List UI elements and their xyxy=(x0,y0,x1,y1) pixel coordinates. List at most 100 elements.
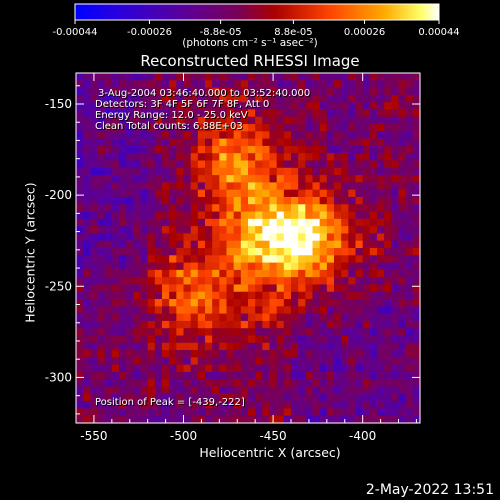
heatmap-cell xyxy=(269,204,278,213)
heatmap-cell xyxy=(291,364,299,373)
heatmap-cell xyxy=(405,408,414,417)
heatmap-cell xyxy=(341,102,349,111)
heatmap-cell xyxy=(291,408,299,417)
heatmap-cell xyxy=(405,335,414,344)
heatmap-cell xyxy=(362,160,371,169)
heatmap-cell xyxy=(162,116,170,125)
heatmap-cell xyxy=(90,255,99,264)
heatmap-cell xyxy=(183,335,192,344)
heatmap-cell xyxy=(190,342,199,351)
heatmap-cell xyxy=(226,328,235,337)
heatmap-cell xyxy=(197,342,206,351)
heatmap-cell xyxy=(283,189,292,198)
heatmap-cell xyxy=(219,80,228,89)
heatmap-cell xyxy=(169,248,177,256)
heatmap-cell xyxy=(276,211,285,220)
heatmap-cell xyxy=(226,269,235,278)
heatmap-cell xyxy=(348,153,357,162)
heatmap-cell xyxy=(104,145,113,154)
heatmap-cell xyxy=(76,284,84,293)
heatmap-cell xyxy=(197,357,206,366)
heatmap-cell xyxy=(240,189,249,198)
heatmap-cell xyxy=(226,175,235,183)
heatmap-cell xyxy=(362,291,371,300)
heatmap-cell xyxy=(219,379,228,388)
heatmap-cell xyxy=(226,335,235,344)
heatmap-cell xyxy=(119,94,127,103)
heatmap-cell xyxy=(319,291,328,300)
heatmap-cell xyxy=(305,408,314,417)
heatmap-cell xyxy=(90,306,99,315)
heatmap-cell xyxy=(147,109,156,118)
heatmap-cell xyxy=(111,357,120,366)
heatmap-cell xyxy=(291,269,299,278)
heatmap-cell xyxy=(412,328,421,337)
heatmap-cell xyxy=(341,211,349,220)
heatmap-cell xyxy=(391,109,400,118)
heatmap-cell xyxy=(162,248,170,256)
heatmap-cell xyxy=(377,102,385,111)
heatmap-cell xyxy=(319,153,328,162)
heatmap-cell xyxy=(377,138,385,147)
heatmap-cell xyxy=(240,94,249,103)
heatmap-cell xyxy=(291,94,299,103)
heatmap-cell xyxy=(119,408,127,417)
heatmap-cell xyxy=(111,335,120,344)
heatmap-cell xyxy=(126,371,134,380)
heatmap-cell xyxy=(248,386,256,395)
heatmap-cell xyxy=(276,284,285,293)
heatmap-cell xyxy=(326,240,335,249)
heatmap-cell xyxy=(405,299,414,307)
heatmap-cell xyxy=(269,87,278,96)
heatmap-cell xyxy=(111,233,120,242)
heatmap-cell xyxy=(298,153,306,162)
heatmap-cell xyxy=(269,386,278,395)
heatmap-cell xyxy=(111,342,120,351)
heatmap-cell xyxy=(262,408,271,417)
heatmap-cell xyxy=(190,124,199,132)
heatmap-cell xyxy=(104,306,113,315)
heatmap-cell xyxy=(255,248,263,256)
heatmap-cell xyxy=(369,306,378,315)
heatmap-cell xyxy=(233,218,242,227)
heatmap-cell xyxy=(355,277,364,286)
heatmap-cell xyxy=(405,182,414,191)
heatmap-cell xyxy=(398,196,407,205)
heatmap-cell xyxy=(154,306,163,315)
heatmap-cell xyxy=(405,73,414,81)
heatmap-cell xyxy=(133,277,142,286)
heatmap-cell xyxy=(219,131,228,140)
heatmap-cell xyxy=(283,124,292,132)
heatmap-cell xyxy=(90,277,99,286)
heatmap-cell xyxy=(133,408,142,417)
heatmap-cell xyxy=(276,109,285,118)
heatmap-cell xyxy=(391,240,400,249)
heatmap-cell xyxy=(255,313,263,322)
heatmap-cell xyxy=(133,379,142,388)
heatmap-cell xyxy=(126,357,134,366)
heatmap-cell xyxy=(219,306,228,315)
heatmap-cell xyxy=(104,364,113,373)
heatmap-cell xyxy=(326,291,335,300)
heatmap-cell xyxy=(248,320,256,329)
heatmap-cell xyxy=(104,182,113,191)
heatmap-cell xyxy=(291,262,299,271)
heatmap-cell xyxy=(154,218,163,227)
heatmap-cell xyxy=(262,371,271,380)
heatmap-cell xyxy=(348,350,357,358)
heatmap-cell xyxy=(405,364,414,373)
heatmap-cell xyxy=(369,211,378,220)
heatmap-cell xyxy=(219,124,228,132)
heatmap-cell xyxy=(412,87,421,96)
heatmap-cell xyxy=(291,335,299,344)
heatmap-cell xyxy=(219,204,228,213)
heatmap-cell xyxy=(183,306,192,315)
heatmap-cell xyxy=(190,211,199,220)
heatmap-cell xyxy=(183,124,192,132)
heatmap-cell xyxy=(205,240,213,249)
heatmap-cell xyxy=(341,255,349,264)
heatmap-cell xyxy=(233,153,242,162)
heatmap-cell xyxy=(133,124,142,132)
heatmap-cell xyxy=(83,328,91,337)
heatmap-cell xyxy=(262,80,271,89)
